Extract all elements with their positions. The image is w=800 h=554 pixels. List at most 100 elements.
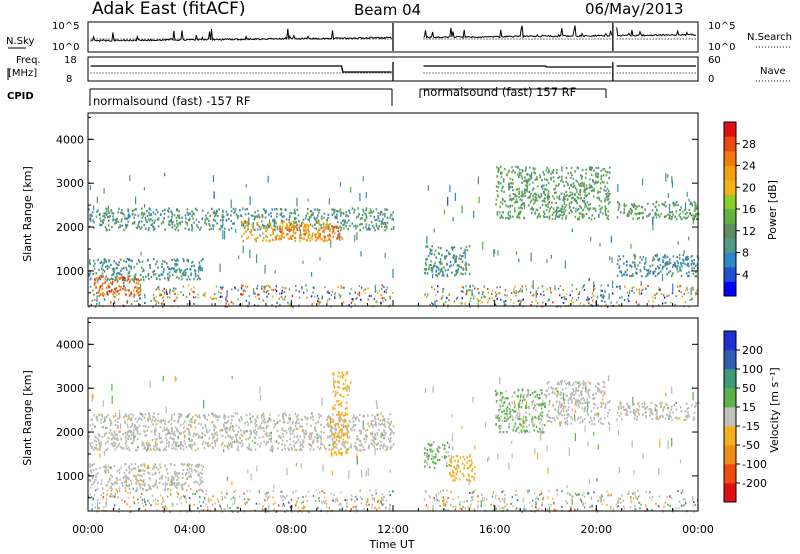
scatter-cell: [694, 275, 697, 278]
scatter-cell: [130, 303, 133, 305]
scatter-cell: [487, 288, 489, 290]
colorbar-tick-label: 20: [742, 181, 756, 194]
scatter-cell: [199, 265, 201, 268]
scatter-cell: [451, 248, 454, 251]
scatter-cell: [193, 212, 195, 216]
scatter-cell: [203, 498, 206, 501]
scatter-cell: [133, 266, 136, 269]
scatter-cell: [693, 510, 695, 513]
scatter-cell: [303, 436, 306, 439]
scatter-cell: [224, 496, 226, 499]
scatter-cell: [495, 198, 498, 201]
scatter-cell: [531, 300, 533, 303]
scatter-cell: [244, 290, 246, 293]
scatter-cell: [288, 218, 290, 222]
scatter-cell: [364, 212, 366, 215]
scatter-cell: [251, 440, 254, 443]
scatter-cell: [183, 439, 186, 443]
scatter-cell: [608, 427, 611, 431]
scatter-cell: [223, 444, 226, 447]
scatter-cell: [545, 209, 548, 212]
scatter-cell: [97, 277, 100, 280]
scatter-cell: [574, 414, 576, 420]
scatter-cell: [542, 498, 544, 501]
scatter-cell: [694, 293, 697, 296]
scatter-cell: [518, 258, 520, 263]
scatter-cell: [606, 490, 608, 493]
scatter-cell: [295, 490, 297, 493]
scatter-cell: [107, 219, 110, 222]
scatter-cell: [391, 430, 393, 433]
scatter-cell: [389, 439, 392, 442]
scatter-cell: [254, 437, 257, 440]
scatter-cell: [682, 258, 684, 261]
scatter-cell: [103, 450, 105, 456]
scatter-cell: [171, 211, 173, 214]
scatter-cell: [101, 435, 104, 438]
scatter-cell: [433, 497, 435, 500]
scatter-cell: [194, 269, 197, 272]
scatter-cell: [359, 229, 361, 232]
scatter-cell: [323, 492, 326, 494]
scatter-cell: [604, 206, 606, 216]
scatter-cell: [658, 468, 660, 476]
scatter-cell: [110, 263, 112, 266]
scatter-cell: [260, 442, 262, 445]
scatter-cell: [262, 419, 265, 422]
scatter-cell: [185, 221, 187, 224]
scatter-cell: [648, 300, 650, 303]
scatter-cell: [106, 267, 109, 270]
scatter-cell: [655, 267, 657, 270]
scatter-cell: [215, 297, 217, 300]
scatter-cell: [381, 422, 383, 425]
scatter-cell: [619, 258, 621, 261]
scatter-cell: [381, 297, 384, 300]
scatter-cell: [127, 496, 129, 499]
scatter-cell: [194, 420, 197, 423]
scatter-cell: [289, 417, 291, 420]
scatter-cell: [94, 282, 96, 285]
scatter-cell: [284, 497, 286, 500]
scatter-cell: [142, 212, 144, 218]
scatter-cell: [665, 205, 667, 208]
scatter-cell: [198, 261, 200, 264]
scatter-cell: [267, 425, 269, 428]
scatter-cell: [226, 476, 228, 481]
scatter-cell: [138, 221, 140, 224]
scatter-cell: [560, 178, 563, 181]
scatter-cell: [382, 445, 385, 448]
scatter-cell: [298, 290, 300, 293]
scatter-cell: [257, 223, 259, 226]
scatter-cell: [262, 232, 264, 235]
scatter-cell: [381, 493, 384, 496]
scatter-cell: [164, 419, 166, 422]
scatter-cell: [162, 260, 164, 263]
scatter-cell: [690, 287, 692, 296]
scatter-cell: [343, 227, 345, 230]
scatter-cell: [572, 196, 574, 199]
scatter-cell: [162, 270, 165, 274]
scatter-cell: [688, 198, 690, 202]
scatter-cell: [316, 216, 319, 219]
scatter-cell: [571, 495, 573, 497]
scatter-cell: [307, 228, 309, 232]
scatter-cell: [548, 489, 550, 492]
scatter-cell: [120, 273, 123, 276]
scatter-cell: [652, 273, 655, 276]
scatter-cell: [221, 495, 223, 498]
scatter-cell: [619, 497, 621, 500]
scatter-cell: [682, 259, 685, 262]
scatter-cell: [342, 301, 345, 304]
scatter-cell: [89, 219, 92, 222]
scatter-cell: [336, 217, 338, 220]
scatter-cell: [157, 499, 159, 502]
scatter-cell: [552, 169, 555, 172]
scatter-cell: [220, 286, 222, 289]
scatter-cell: [677, 270, 679, 273]
scatter-cell: [589, 303, 591, 306]
scatter-cell: [524, 176, 526, 179]
scatter-cell: [557, 177, 559, 180]
scatter-cell: [282, 432, 284, 435]
scatter-cell: [265, 227, 267, 230]
scatter-cell: [578, 493, 580, 496]
